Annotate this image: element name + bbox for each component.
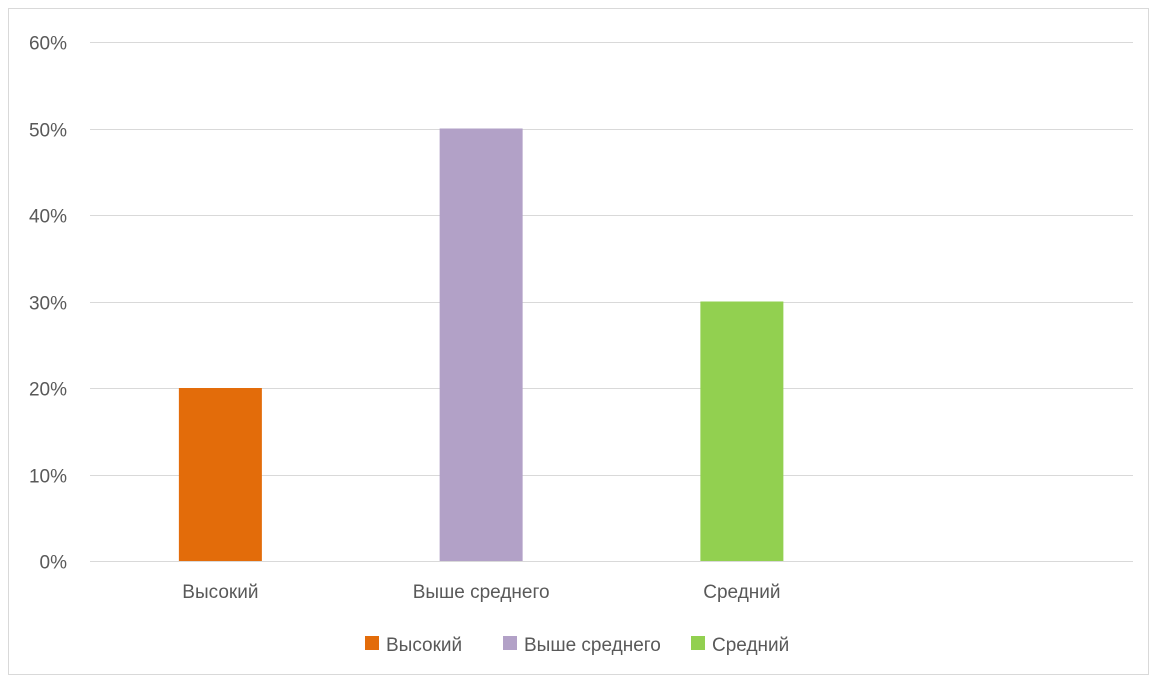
y-tick-label: 50% [29, 121, 67, 142]
legend-swatch [365, 636, 379, 650]
y-tick-label: 0% [40, 553, 68, 574]
bar-1 [178, 388, 262, 561]
y-axis-tick-labels: 0% 10% 20% 30% 40% 50% 60% [29, 34, 67, 574]
y-tick-label: 60% [29, 34, 67, 55]
y-tick-label: 20% [29, 380, 67, 401]
y-tick-label: 30% [29, 294, 67, 315]
legend-label: Средний [712, 635, 789, 656]
legend: Высокий Выше среднего Средний [365, 635, 789, 656]
bar-2 [439, 128, 523, 561]
legend-swatch [503, 636, 517, 650]
legend-label: Высокий [386, 635, 462, 656]
legend-label: Выше среднего [524, 635, 661, 656]
x-tick-label: Выше среднего [413, 582, 550, 603]
x-tick-label: Средний [703, 582, 780, 603]
bars [178, 128, 784, 561]
y-tick-label: 10% [29, 467, 67, 488]
chart-frame [8, 8, 1149, 675]
y-tick-label: 40% [29, 207, 67, 228]
bar-3 [700, 301, 784, 561]
x-axis-tick-labels: Высокий Выше среднего Средний [182, 582, 780, 603]
legend-swatch [691, 636, 705, 650]
x-tick-label: Высокий [182, 582, 258, 603]
gridlines [90, 42, 1133, 562]
